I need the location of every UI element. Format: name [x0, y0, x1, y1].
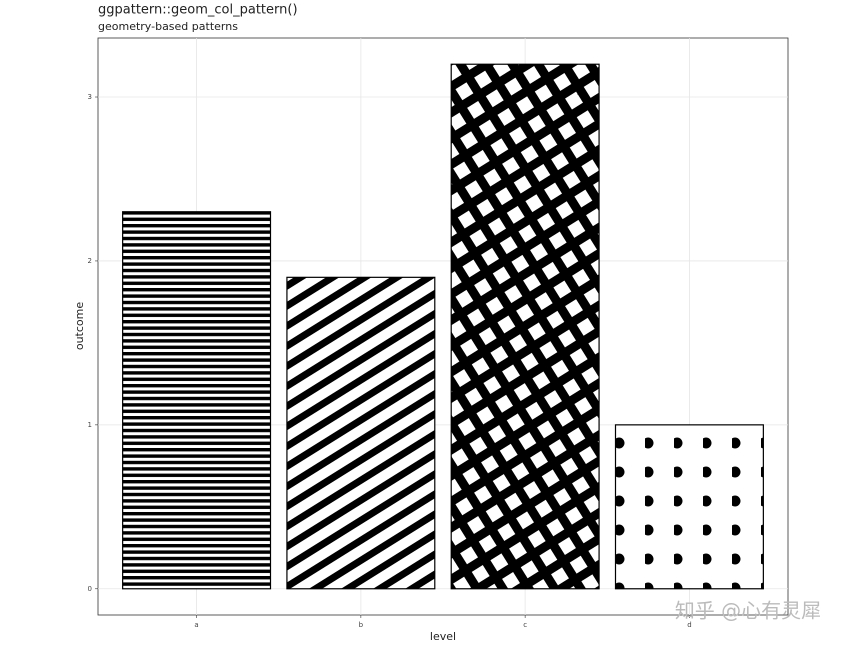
- x-tick-label: c: [523, 621, 527, 629]
- watermark: 知乎 @心有灵犀: [675, 599, 821, 623]
- bar: [614, 424, 764, 590]
- y-tick-label: 0: [88, 585, 92, 593]
- bar: [450, 63, 600, 590]
- y-tick-label: 3: [88, 93, 92, 101]
- chart-subtitle: geometry-based patterns: [98, 20, 238, 33]
- bar: [122, 211, 272, 590]
- x-tick-label: a: [194, 621, 198, 629]
- chart-title: ggpattern::geom_col_pattern(): [98, 3, 298, 18]
- x-tick-label: b: [359, 621, 364, 629]
- y-tick-label: 1: [88, 421, 92, 429]
- bar: [286, 276, 436, 590]
- x-tick-label: d: [687, 621, 691, 629]
- y-tick-label: 2: [88, 257, 92, 265]
- y-axis-label: outcome: [73, 302, 86, 351]
- x-axis-label: level: [430, 630, 456, 643]
